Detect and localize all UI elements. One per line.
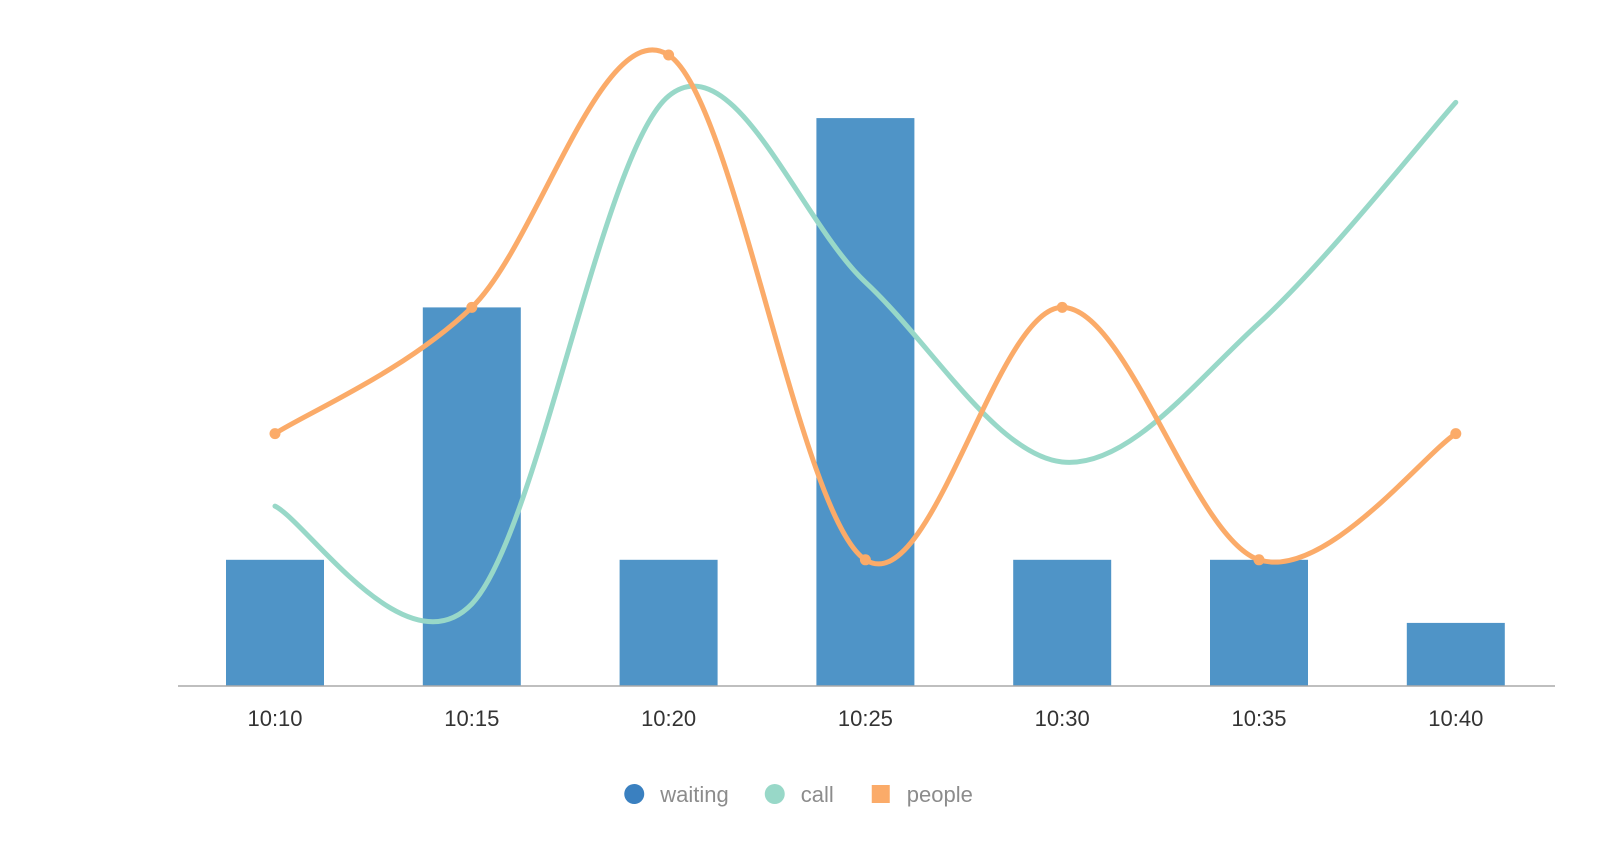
x-tick-label: 10:35 bbox=[1231, 706, 1286, 731]
x-tick-label: 10:20 bbox=[641, 706, 696, 731]
bar-waiting-3[interactable] bbox=[816, 118, 915, 687]
legend-label-call: call bbox=[801, 782, 834, 807]
points-layer bbox=[269, 49, 1462, 566]
legend-label-people: people bbox=[907, 782, 973, 807]
x-tick-label: 10:25 bbox=[838, 706, 893, 731]
bar-waiting-0[interactable] bbox=[226, 559, 324, 686]
point-people-4[interactable] bbox=[1056, 301, 1068, 313]
legend-marker-waiting bbox=[624, 784, 645, 804]
x-tick-label: 10:10 bbox=[247, 706, 302, 731]
bar-waiting-6[interactable] bbox=[1406, 622, 1505, 686]
point-people-6[interactable] bbox=[1450, 428, 1462, 440]
point-people-5[interactable] bbox=[1253, 554, 1265, 566]
legend-label-waiting: waiting bbox=[659, 782, 728, 807]
bars-layer bbox=[226, 118, 1505, 687]
legend-marker-call bbox=[764, 784, 785, 804]
legend-item-call[interactable]: call bbox=[764, 782, 834, 807]
legend-item-waiting[interactable]: waiting bbox=[624, 782, 729, 807]
x-tick-label: 10:40 bbox=[1428, 706, 1483, 731]
point-people-2[interactable] bbox=[663, 49, 675, 61]
point-people-3[interactable] bbox=[859, 554, 871, 566]
bar-waiting-4[interactable] bbox=[1013, 559, 1112, 686]
point-people-0[interactable] bbox=[269, 428, 281, 440]
legend[interactable]: waiting call people bbox=[624, 782, 973, 807]
bar-waiting-2[interactable] bbox=[619, 559, 718, 686]
bar-waiting-5[interactable] bbox=[1210, 559, 1308, 686]
legend-marker-people bbox=[871, 785, 890, 803]
bar-waiting-1[interactable] bbox=[422, 307, 521, 686]
x-tick-label: 10:15 bbox=[444, 706, 499, 731]
point-people-1[interactable] bbox=[466, 301, 478, 313]
x-tick-label: 10:30 bbox=[1035, 706, 1090, 731]
x-axis-ticks: 10:10 10:15 10:20 10:25 10:30 10:35 10:40 bbox=[247, 706, 1483, 731]
legend-item-people[interactable]: people bbox=[871, 782, 973, 807]
line-call[interactable] bbox=[272, 83, 1459, 625]
